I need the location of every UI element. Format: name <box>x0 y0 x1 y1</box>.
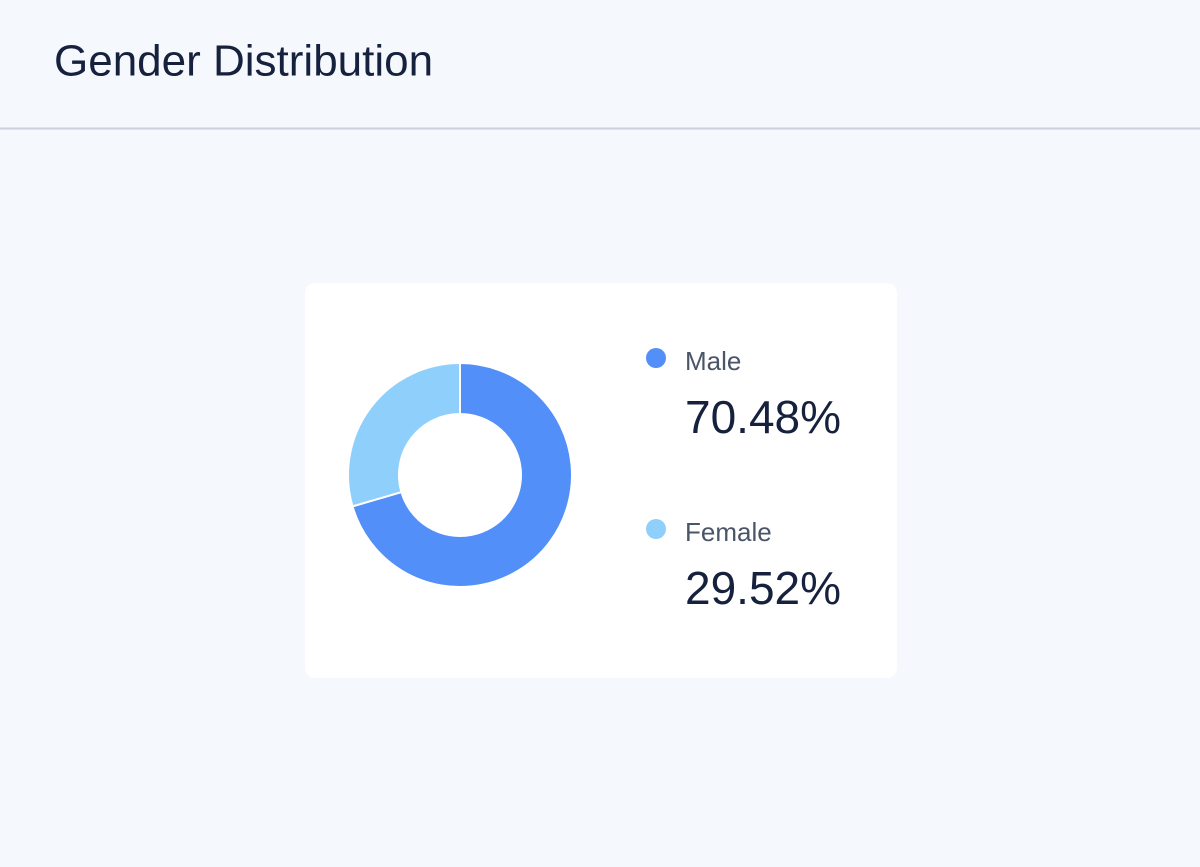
donut-segment <box>351 361 573 588</box>
value-label: 29.52% <box>685 562 841 614</box>
legend-dot <box>646 348 666 368</box>
value-label: 70.48% <box>685 391 841 443</box>
legend-dot <box>646 519 666 539</box>
donut-segment <box>347 361 461 508</box>
legend-label: Male <box>685 346 741 376</box>
legend-label: Female <box>685 517 772 547</box>
panel-title: Gender Distribution <box>54 37 433 86</box>
